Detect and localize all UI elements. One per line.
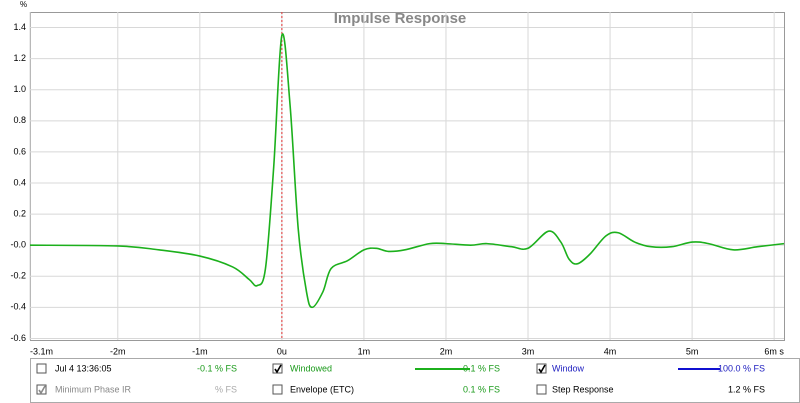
- x-tick-label: -1m: [192, 346, 208, 356]
- checkbox[interactable]: [272, 384, 283, 395]
- x-tick-label: 3m: [522, 346, 535, 356]
- legend-value: -0.1 % FS: [460, 363, 500, 373]
- y-tick-label: 0.2: [13, 208, 26, 218]
- x-tick-label: -2m: [110, 346, 126, 356]
- legend-value: -0.1 % FS: [197, 363, 237, 373]
- legend-value: 100.0 % FS: [718, 363, 765, 373]
- y-tick-label: 0.8: [13, 115, 26, 125]
- x-tick-label: 0u: [277, 346, 287, 356]
- legend-panel: [30, 358, 800, 403]
- plot-frame: [30, 12, 785, 341]
- y-tick-label: 1.4: [13, 22, 26, 32]
- x-tick-label: 5m: [686, 346, 699, 356]
- y-tick-label: 0.4: [13, 177, 26, 187]
- checkmark: [38, 385, 46, 395]
- y-tick-label: -0.6: [10, 333, 26, 343]
- x-tick-label: 2m: [440, 346, 453, 356]
- x-tick-label: 6m s: [764, 346, 784, 356]
- legend-value: % FS: [215, 384, 237, 394]
- checkbox[interactable]: [536, 363, 547, 374]
- legend-label[interactable]: Envelope (ETC): [290, 384, 354, 394]
- checkbox[interactable]: [36, 363, 47, 374]
- checkbox[interactable]: [36, 384, 47, 395]
- y-tick-label: -0.0: [10, 240, 26, 250]
- x-tick-label: 4m: [604, 346, 617, 356]
- checkmark: [274, 364, 282, 374]
- legend-label[interactable]: Minimum Phase IR: [55, 384, 132, 394]
- x-tick-label: 1m: [358, 346, 371, 356]
- chart-title: Impulse Response: [334, 10, 467, 27]
- y-unit: %: [20, 0, 27, 9]
- y-tick-label: 1.2: [13, 53, 26, 63]
- x-tick-label: -3.1m: [30, 346, 53, 356]
- legend-label[interactable]: Step Response: [552, 384, 614, 394]
- checkbox[interactable]: [536, 384, 547, 395]
- checkbox[interactable]: [272, 363, 283, 374]
- legend-label[interactable]: Window: [552, 363, 585, 373]
- legend-label[interactable]: Jul 4 13:36:05: [55, 363, 112, 373]
- legend-value: 0.1 % FS: [463, 384, 500, 394]
- y-tick-label: -0.2: [10, 271, 26, 281]
- legend-value: 1.2 % FS: [728, 384, 765, 394]
- legend-label[interactable]: Windowed: [290, 363, 332, 373]
- checkmark: [538, 364, 546, 374]
- y-tick-label: -0.4: [10, 302, 26, 312]
- series-line: [29, 33, 785, 309]
- y-tick-label: 1.0: [13, 84, 26, 94]
- y-tick-label: 0.6: [13, 146, 26, 156]
